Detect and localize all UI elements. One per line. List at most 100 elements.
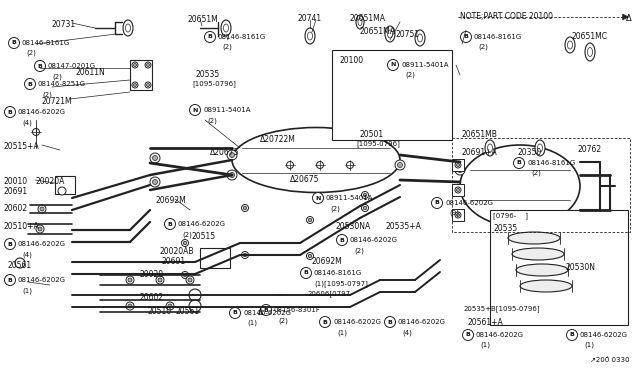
Text: B: B [463, 35, 468, 39]
Circle shape [132, 62, 138, 68]
Text: (1): (1) [480, 342, 490, 349]
Ellipse shape [535, 140, 545, 156]
Text: 08146-6202G: 08146-6202G [350, 237, 398, 243]
Text: (1): (1) [22, 287, 32, 294]
Text: 20651MB: 20651MB [462, 130, 498, 139]
Bar [452, 209, 464, 221]
Circle shape [164, 218, 175, 230]
Circle shape [385, 317, 396, 327]
Bar [332, 50, 452, 140]
Circle shape [337, 234, 348, 246]
Text: 20020: 20020 [140, 270, 164, 279]
Text: 08146-6202G: 08146-6202G [243, 310, 291, 316]
Circle shape [364, 193, 367, 197]
Circle shape [301, 267, 312, 279]
Bar [200, 248, 230, 268]
Text: B: B [323, 320, 328, 324]
Text: [1095-0796]: [1095-0796] [192, 80, 236, 87]
Ellipse shape [520, 280, 572, 292]
Circle shape [35, 61, 45, 71]
Circle shape [319, 317, 330, 327]
Ellipse shape [460, 145, 580, 227]
Circle shape [36, 225, 44, 233]
Circle shape [188, 278, 192, 282]
Text: 20535+A: 20535+A [385, 222, 421, 231]
Circle shape [38, 227, 42, 231]
Text: B: B [8, 241, 12, 247]
Text: 20692M: 20692M [312, 257, 343, 266]
Circle shape [205, 32, 216, 42]
Circle shape [566, 330, 577, 340]
Bar [490, 210, 628, 325]
Circle shape [128, 278, 132, 282]
Text: B: B [168, 221, 172, 227]
Circle shape [40, 207, 44, 211]
Text: 20651MC: 20651MC [572, 32, 608, 41]
Text: 20691+A: 20691+A [462, 148, 498, 157]
Text: 08911-5401A: 08911-5401A [203, 107, 250, 113]
Text: B: B [570, 333, 575, 337]
Text: (2): (2) [330, 205, 340, 212]
Text: (2): (2) [278, 317, 288, 324]
Circle shape [147, 64, 150, 67]
Text: 20651MA: 20651MA [350, 14, 386, 23]
Ellipse shape [508, 232, 560, 244]
Circle shape [132, 82, 138, 88]
Text: (4): (4) [22, 251, 32, 257]
Circle shape [24, 78, 35, 90]
Text: 08146-8161G: 08146-8161G [474, 34, 522, 40]
Text: N: N [192, 108, 198, 112]
Text: (2): (2) [405, 72, 415, 78]
Circle shape [152, 155, 157, 160]
Circle shape [152, 180, 157, 185]
Text: N: N [390, 62, 396, 67]
Circle shape [15, 258, 25, 268]
Text: 20651M: 20651M [188, 15, 219, 24]
Circle shape [147, 83, 150, 87]
Circle shape [183, 241, 187, 245]
Circle shape [230, 153, 234, 157]
Text: 20741: 20741 [298, 14, 322, 23]
Text: 08146-6202G: 08146-6202G [178, 221, 226, 227]
Text: 20692M: 20692M [155, 196, 186, 205]
Text: 20731: 20731 [52, 20, 76, 29]
Ellipse shape [125, 24, 131, 32]
Circle shape [307, 253, 314, 260]
Text: NOTE;PART CODE 20100: NOTE;PART CODE 20100 [460, 12, 553, 21]
Circle shape [243, 206, 247, 210]
Circle shape [227, 150, 237, 160]
Text: 20561: 20561 [8, 261, 32, 270]
Text: 20762: 20762 [578, 145, 602, 154]
Ellipse shape [588, 48, 593, 57]
Text: Δ20675: Δ20675 [290, 175, 319, 184]
Text: B: B [8, 278, 12, 282]
Circle shape [230, 173, 234, 177]
Circle shape [156, 276, 164, 284]
Circle shape [317, 161, 323, 169]
Ellipse shape [565, 37, 575, 53]
Text: N: N [316, 196, 321, 201]
Circle shape [158, 278, 162, 282]
Text: (2): (2) [42, 91, 52, 97]
Text: (1): (1) [247, 320, 257, 327]
Circle shape [166, 302, 174, 310]
Text: 20010: 20010 [4, 177, 28, 186]
Text: 08146-6202G: 08146-6202G [445, 200, 493, 206]
Circle shape [308, 254, 312, 258]
Text: Δ: Δ [258, 308, 263, 317]
Circle shape [456, 164, 460, 167]
Text: (2): (2) [26, 50, 36, 57]
Text: 20602: 20602 [140, 293, 164, 302]
Circle shape [182, 240, 189, 247]
Text: B: B [12, 41, 17, 45]
Ellipse shape [385, 26, 395, 42]
Circle shape [128, 304, 132, 308]
Circle shape [33, 128, 40, 135]
Circle shape [431, 198, 442, 208]
Ellipse shape [568, 41, 573, 49]
Circle shape [287, 161, 294, 169]
Text: [1095-0796]: [1095-0796] [356, 140, 400, 147]
Circle shape [456, 214, 460, 217]
Ellipse shape [232, 128, 400, 192]
Circle shape [189, 289, 201, 301]
